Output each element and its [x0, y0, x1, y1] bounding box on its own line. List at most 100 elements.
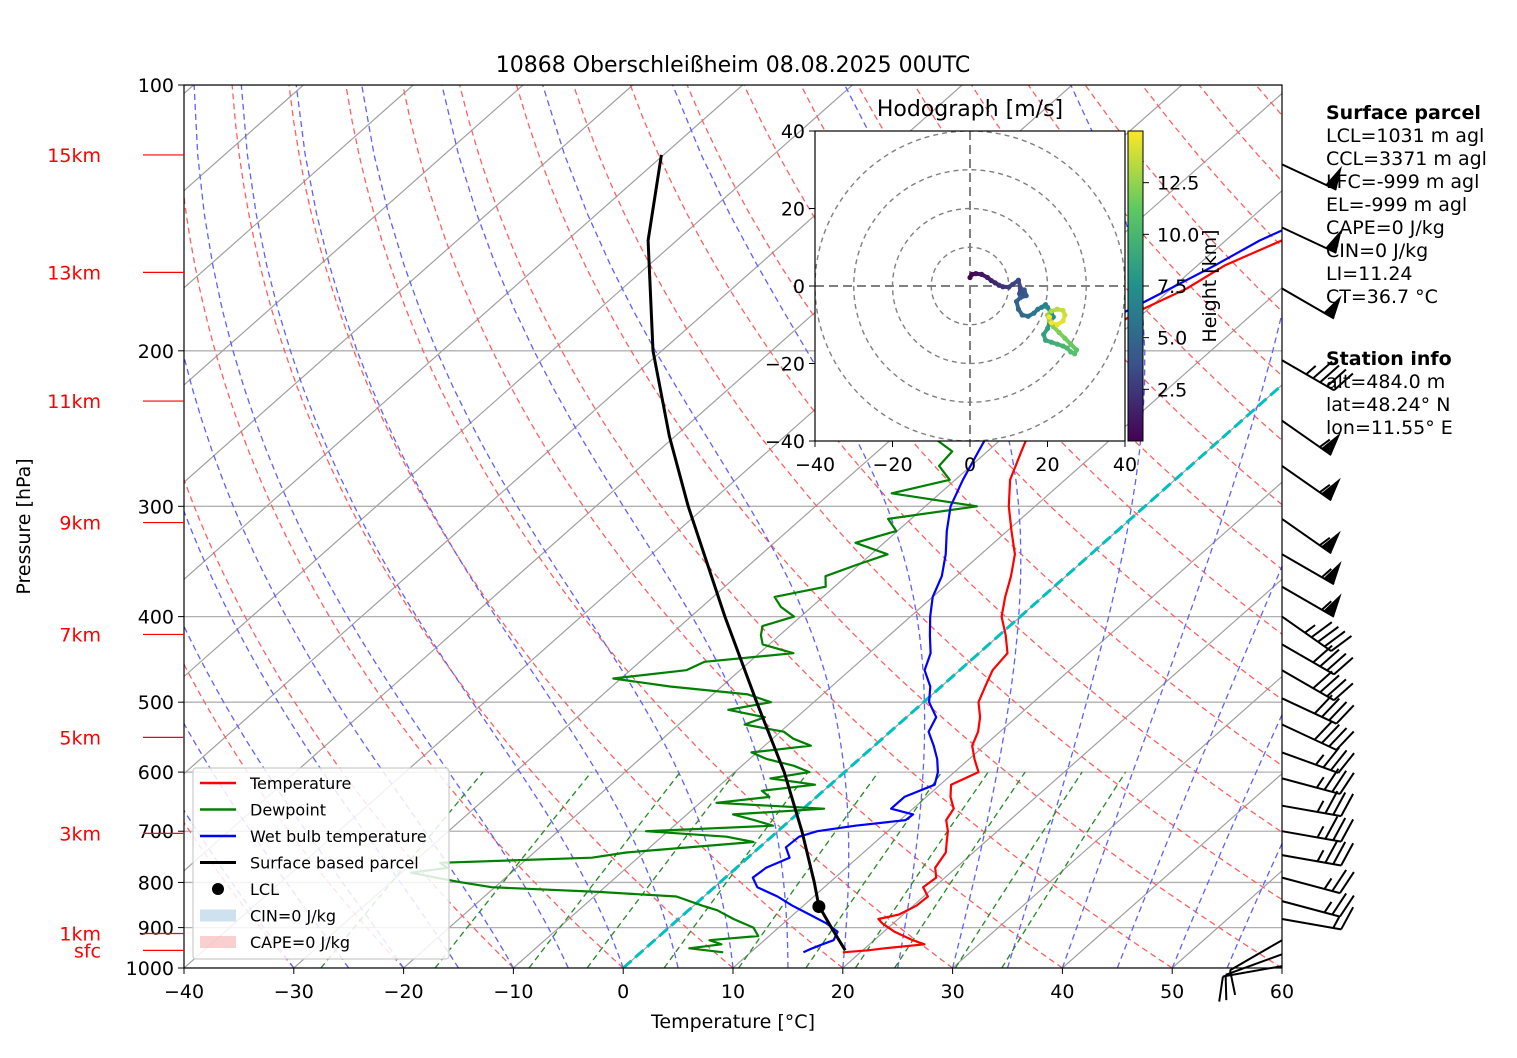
hodograph-y-tick-label: 40 [781, 121, 805, 143]
mixing-ratio-line [435, 772, 591, 968]
hodograph-point [1016, 278, 1021, 283]
hodograph-point [1049, 320, 1054, 325]
station-latitude: lat=48.24° N [1326, 394, 1450, 416]
hodograph-point [1043, 338, 1048, 343]
x-tick-label: 10 [721, 981, 745, 1003]
hodograph-x-tick-label: 0 [964, 454, 976, 476]
wind-barb-full [1315, 692, 1332, 717]
height-label: 11km [47, 391, 101, 413]
surface-parcel-ccl: CCL=3371 m agl [1326, 148, 1487, 170]
wind-barb-full [1329, 725, 1346, 750]
height-label: 7km [59, 624, 101, 646]
surface-parcel-ct: CT=36.7 °C [1326, 286, 1438, 308]
height-label: 3km [59, 823, 101, 845]
hodograph-x-tick-label: 20 [1035, 454, 1059, 476]
colorbar-tick-label: 5.0 [1157, 328, 1187, 350]
lcl-point [812, 900, 825, 913]
wind-barb-full [1315, 718, 1332, 743]
station-altitude: alt=484.0 m [1326, 371, 1445, 393]
wind-barb-staff [1282, 644, 1334, 674]
mixing-ratio-line [529, 772, 680, 968]
wind-barb-full [1341, 906, 1353, 931]
wind-barb-staff [1282, 806, 1341, 816]
wind-barb-full [1322, 721, 1339, 746]
chart-title: 10868 Oberschleißheim 08.08.2025 00UTC [496, 53, 971, 78]
hodograph-point [1074, 347, 1079, 352]
mixing-ratio-line [587, 772, 735, 968]
hodograph-point [1016, 307, 1021, 312]
hodograph-y-tick-label: −20 [765, 354, 805, 376]
hodograph-x-tick-label: −40 [795, 454, 835, 476]
x-tick-label: −40 [164, 981, 204, 1003]
x-tick-label: 60 [1270, 981, 1294, 1003]
hodograph-point [1018, 295, 1023, 300]
colorbar-label: Height [km] [1199, 229, 1221, 342]
y-tick-label: 700 [138, 821, 174, 843]
colorbar-tick-label: 7.5 [1157, 276, 1187, 298]
hodograph-x-tick-label: 40 [1113, 454, 1137, 476]
y-tick-label: 200 [138, 341, 174, 363]
x-tick-label: −20 [384, 981, 424, 1003]
surface-parcel-cape: CAPE=0 J/kg [1326, 217, 1445, 239]
y-tick-label: 800 [138, 872, 174, 894]
surface-parcel-heading: Surface parcel [1326, 102, 1481, 124]
wind-barb-half [1317, 776, 1324, 789]
mixing-ratio-line [806, 772, 942, 968]
legend-label: CIN=0 J/kg [250, 907, 336, 926]
hodograph-point [1047, 314, 1052, 319]
y-tick-label: 300 [138, 496, 174, 518]
wind-barb [1282, 499, 1345, 553]
x-tick-label: −10 [493, 981, 533, 1003]
wind-barb [1282, 878, 1354, 919]
hodograph-point [1031, 311, 1036, 316]
legend-label: Surface based parcel [250, 854, 419, 873]
wind-barb-full [1340, 893, 1354, 918]
wind-barb-full [1329, 699, 1346, 724]
wind-barb-staff [1282, 919, 1341, 929]
x-tick-label: 20 [831, 981, 855, 1003]
moist-adiabat [442, 85, 788, 968]
colorbar-tick-label: 12.5 [1157, 173, 1199, 195]
hodograph-point [1049, 340, 1054, 345]
wind-barb-full [1320, 671, 1339, 696]
legend-label: LCL [250, 880, 279, 899]
hodograph-point [1014, 299, 1019, 304]
surface-parcel-el: EL=-999 m agl [1326, 194, 1467, 216]
y-axis-label: Pressure [hPa] [13, 458, 35, 594]
wind-barb-staff [1282, 670, 1334, 700]
hodograph-y-tick-label: −40 [765, 431, 805, 453]
y-tick-label: 1000 [126, 958, 174, 980]
wind-barb-full [1332, 891, 1346, 916]
hodograph-point [1055, 342, 1060, 347]
wind-barb-full [1332, 868, 1346, 893]
legend-label: Wet bulb temperature [250, 827, 427, 846]
height-label: 5km [59, 727, 101, 749]
hodograph-point [1049, 309, 1054, 314]
legend-label: Dewpoint [250, 801, 326, 820]
hodograph-point [1060, 308, 1065, 313]
hodograph-point [1024, 293, 1029, 298]
surface-parcel-panel: Surface parcel LCL=1031 m agl CCL=3371 m… [1326, 102, 1487, 309]
x-tick-label: 40 [1050, 981, 1074, 1003]
mixing-ratio-line [739, 772, 879, 968]
height-label: 1km [59, 924, 101, 946]
hodograph-point [973, 271, 978, 276]
wind-barb-full [1340, 771, 1354, 796]
height-label: 15km [47, 145, 101, 167]
hodograph-point [1020, 312, 1025, 317]
y-tick-label: 600 [138, 762, 174, 784]
hodograph-title: Hodograph [m/s] [877, 97, 1063, 122]
wind-barb-staff [1282, 752, 1338, 773]
colorbar-tick-label: 10.0 [1157, 224, 1199, 246]
hodograph-point [1062, 312, 1067, 317]
surface-parcel-lcl: LCL=1031 m agl [1326, 125, 1484, 147]
wind-barb-half [1316, 753, 1324, 766]
wind-barb-full [1336, 702, 1353, 727]
wind-barb-half [1317, 850, 1323, 863]
hodograph-point [1055, 322, 1060, 327]
hodograph-y-tick-label: 0 [793, 276, 805, 298]
x-tick-label: 50 [1160, 981, 1184, 1003]
